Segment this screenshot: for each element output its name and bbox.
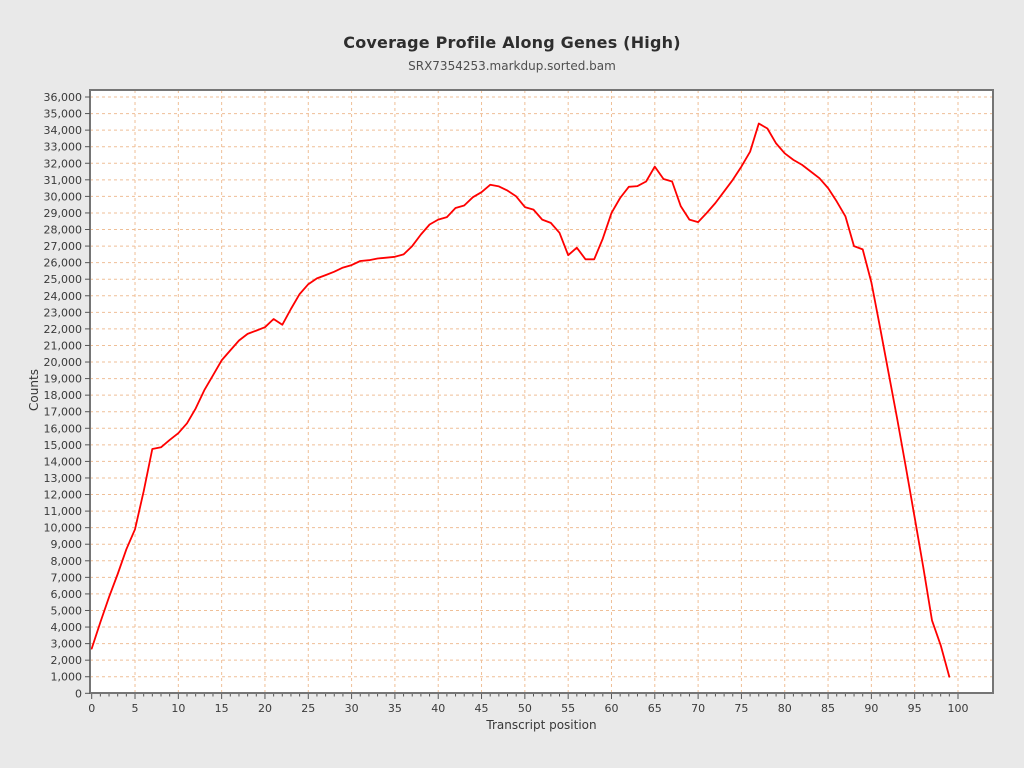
y-tick-label: 10,000 (44, 522, 83, 535)
y-tick-label: 32,000 (44, 157, 83, 170)
x-tick-label: 50 (518, 702, 532, 715)
x-tick-label: 0 (88, 702, 95, 715)
x-tick-label: 35 (388, 702, 402, 715)
coverage-polyline (90, 122, 951, 678)
x-axis-title: Transcript position (486, 718, 597, 732)
coverage-line (90, 122, 951, 678)
y-tick-label: 17,000 (44, 406, 83, 419)
y-tick-label: 35,000 (44, 108, 83, 121)
y-tick-label: 22,000 (44, 323, 83, 336)
y-tick-label: 4,000 (51, 621, 83, 634)
x-tick-label: 60 (604, 702, 618, 715)
chart-title: Coverage Profile Along Genes (High) (343, 33, 681, 52)
y-tick-label: 7,000 (51, 571, 83, 584)
x-tick-label: 95 (908, 702, 922, 715)
gridlines (90, 90, 993, 693)
x-tick-label: 70 (691, 702, 705, 715)
y-axis-title: Counts (27, 369, 41, 411)
x-tick-label: 80 (778, 702, 792, 715)
x-tick-label: 10 (171, 702, 185, 715)
y-tick-label: 15,000 (44, 439, 83, 452)
y-tick-label: 2,000 (51, 654, 83, 667)
y-tick-label: 13,000 (44, 472, 83, 485)
plot-frame-rect (89, 89, 994, 694)
x-tick-label: 55 (561, 702, 575, 715)
y-tick-label: 30,000 (44, 190, 83, 203)
y-tick-label: 21,000 (44, 339, 83, 352)
y-tick-label: 25,000 (44, 273, 83, 286)
y-tick-label: 8,000 (51, 555, 83, 568)
y-tick-label: 23,000 (44, 306, 83, 319)
y-tick-label: 9,000 (51, 538, 83, 551)
x-tick-label: 75 (734, 702, 748, 715)
y-tick-label: 34,000 (44, 124, 83, 137)
y-tick-label: 11,000 (44, 505, 83, 518)
y-tick-label: 6,000 (51, 588, 83, 601)
x-tick-label: 20 (258, 702, 272, 715)
y-tick-label: 20,000 (44, 356, 83, 369)
axis-tick-labels: 0 1,000 2,000 3,000 4,000 5,000 6,000 7,000 8,00… (44, 91, 969, 715)
y-tick-label: 16,000 (44, 422, 83, 435)
x-tick-label: 65 (648, 702, 662, 715)
y-tick-label: 18,000 (44, 389, 83, 402)
axis-ticks (85, 96, 959, 699)
plot-frame (89, 89, 994, 694)
x-tick-label: 40 (431, 702, 445, 715)
y-tick-label: 12,000 (44, 489, 83, 502)
plot-area (90, 90, 993, 693)
x-tick-label: 45 (475, 702, 489, 715)
y-tick-label: 5,000 (51, 604, 83, 617)
y-tick-label: 26,000 (44, 257, 83, 270)
y-tick-label: 27,000 (44, 240, 83, 253)
x-tick-label: 90 (864, 702, 878, 715)
y-tick-label: 1,000 (51, 671, 83, 684)
y-tick-label: 0 (75, 687, 82, 700)
y-tick-label: 28,000 (44, 224, 83, 237)
x-tick-label: 85 (821, 702, 835, 715)
x-tick-label: 30 (345, 702, 359, 715)
chart-subtitle: SRX7354253.markdup.sorted.bam (408, 59, 616, 73)
y-tick-label: 29,000 (44, 207, 83, 220)
y-tick-label: 14,000 (44, 455, 83, 468)
y-tick-label: 33,000 (44, 141, 83, 154)
y-tick-label: 24,000 (44, 290, 83, 303)
y-tick-label: 36,000 (44, 91, 83, 104)
y-tick-label: 31,000 (44, 174, 83, 187)
y-tick-label: 3,000 (51, 638, 83, 651)
x-tick-label: 100 (948, 702, 969, 715)
x-tick-label: 15 (215, 702, 229, 715)
y-tick-label: 19,000 (44, 373, 83, 386)
x-tick-label: 5 (132, 702, 139, 715)
x-tick-label: 25 (301, 702, 315, 715)
